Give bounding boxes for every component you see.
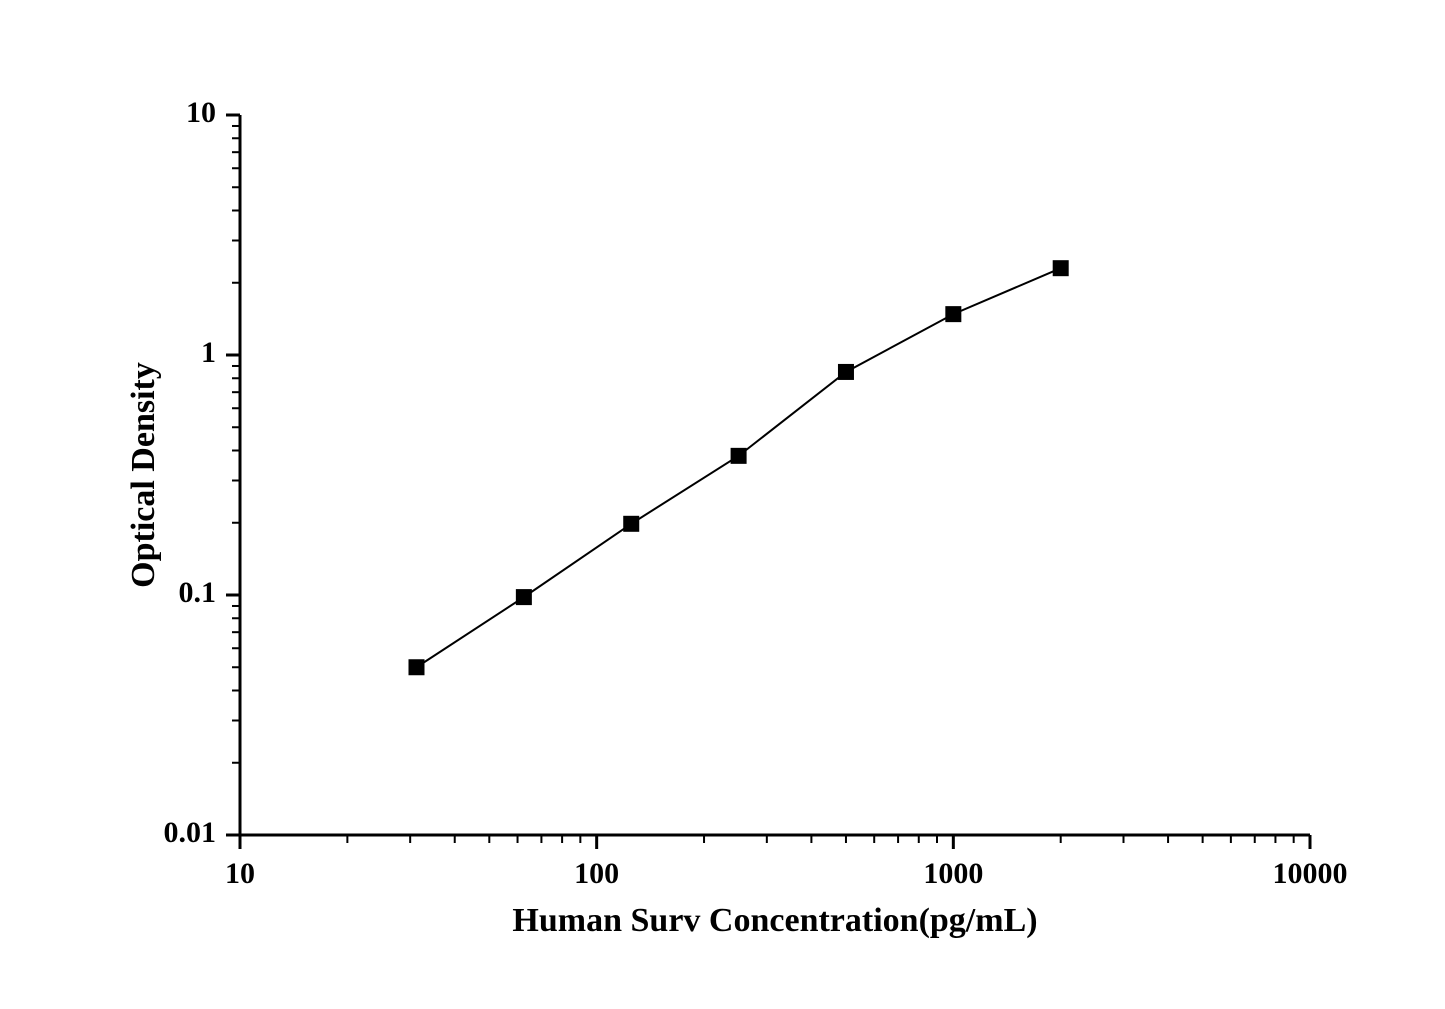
data-point [516, 589, 532, 605]
chart-container: 10 100 1000 10000 0.01 0.1 1 10 Human Surv Conce… [0, 0, 1445, 1009]
svg-text:10000: 10000 [1273, 857, 1348, 890]
elisa-standard-curve: 10 100 1000 10000 0.01 0.1 1 10 Human Surv Conce… [0, 0, 1445, 1009]
data-point [945, 306, 961, 322]
x-axis-label: Human Surv Concentration(pg/mL) [512, 902, 1037, 939]
data-point [623, 516, 639, 532]
svg-text:10: 10 [186, 96, 216, 129]
svg-text:1: 1 [201, 336, 216, 369]
data-point [731, 448, 747, 464]
svg-text:0.1: 0.1 [179, 576, 217, 609]
svg-text:100: 100 [574, 857, 619, 890]
svg-text:0.01: 0.01 [164, 816, 217, 849]
svg-text:1000: 1000 [923, 857, 983, 890]
data-point [408, 659, 424, 675]
svg-text:10: 10 [225, 857, 255, 890]
data-point [838, 364, 854, 380]
y-axis-label: Optical Density [125, 362, 162, 588]
data-point [1053, 260, 1069, 276]
